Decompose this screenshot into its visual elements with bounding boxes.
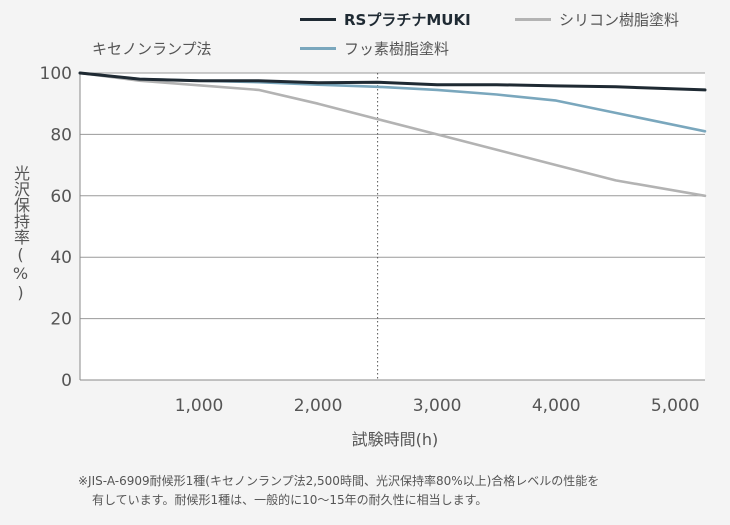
series-line bbox=[78, 71, 707, 92]
legend-label: フッ素樹脂塗料 bbox=[344, 40, 450, 58]
footnote-line-1: ※JIS-A-6909耐候形1種(キセノンランプ法2,500時間、光沢保持率80… bbox=[78, 474, 600, 488]
method-label: キセノンランプ法 bbox=[92, 40, 212, 58]
legend-label: シリコン樹脂塗料 bbox=[559, 11, 680, 29]
legend-item-fluorine-resin: フッ素樹脂塗料 bbox=[300, 38, 449, 59]
x-tick-label: 2,000 bbox=[294, 396, 343, 416]
series-line bbox=[78, 71, 707, 198]
x-tick-label: 5,000 bbox=[651, 396, 700, 416]
x-tick-label: 1,000 bbox=[175, 396, 224, 416]
y-tick-label: 40 bbox=[50, 248, 72, 268]
legend-swatch bbox=[300, 47, 336, 50]
y-axis-label: 光沢保持率(%) bbox=[11, 165, 30, 302]
x-axis-label: 試験時間(h) bbox=[351, 430, 439, 449]
legend-item-rs-platinum-muki: RSプラチナMUKI bbox=[300, 9, 471, 30]
x-tick-label: 4,000 bbox=[532, 396, 581, 416]
plot-area bbox=[80, 73, 705, 380]
legend-label: RSプラチナMUKI bbox=[344, 11, 471, 29]
legend-swatch bbox=[300, 18, 336, 21]
y-tick-label: 0 bbox=[61, 371, 72, 391]
footnote: ※JIS-A-6909耐候形1種(キセノンランプ法2,500時間、光沢保持率80… bbox=[78, 472, 718, 510]
y-tick-label: 100 bbox=[40, 64, 72, 84]
y-tick-label: 20 bbox=[50, 310, 72, 330]
legend-swatch bbox=[515, 18, 551, 21]
x-tick-label: 3,000 bbox=[413, 396, 462, 416]
y-tick-label: 60 bbox=[50, 187, 72, 207]
footnote-line-2: 有しています。耐候形1種は、一般的に10〜15年の耐久性に相当します。 bbox=[92, 493, 488, 507]
legend-item-silicone-resin: シリコン樹脂塗料 bbox=[515, 9, 679, 30]
y-tick-label: 80 bbox=[50, 125, 72, 145]
